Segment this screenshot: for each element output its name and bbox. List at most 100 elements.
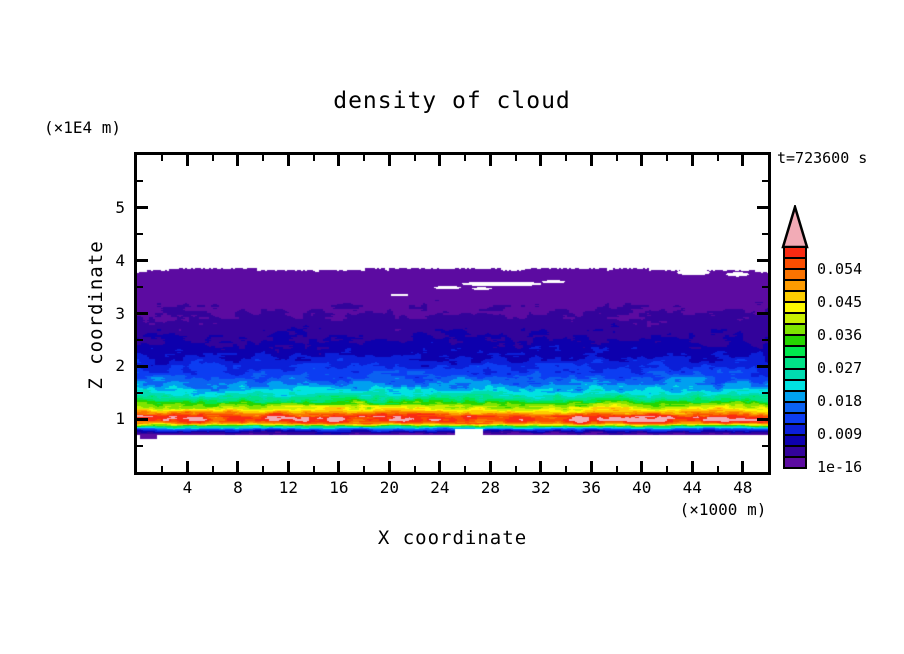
y-tick-label: 3 [115,303,125,323]
y-tick-minor [137,233,143,236]
y-tick-minor [137,338,143,341]
colorbar-cell [785,413,805,425]
colorbar-label: 1e-16 [817,458,863,476]
x-tick-label: 12 [278,478,299,497]
x-tick-label: 36 [581,478,601,497]
x-tick-label: 40 [632,478,652,497]
colorbar-cell [785,446,805,458]
y-tick-major [757,206,768,210]
x-tick-label: 28 [480,478,500,497]
x-tick-label: 4 [182,478,193,497]
x-tick-label: 16 [329,478,349,497]
y-tick-minor [137,286,143,289]
y-tick-minor [137,444,143,447]
x-tick-minor [514,466,517,472]
y-tick-label: 1 [115,409,125,429]
x-tick-major [387,461,391,472]
colorbar-cell [785,281,805,293]
colorbar-label: 0.045 [817,293,863,311]
x-tick-major [337,155,341,166]
colorbar-cell [785,457,805,467]
density-field-canvas [137,155,768,472]
plot-frame [134,152,771,475]
time-annotation: t=723600 s [777,149,868,167]
y-tick-major [757,364,768,368]
x-tick-minor [716,155,719,161]
x-tick-minor [413,466,416,472]
colorbar-label: 0.027 [817,359,863,377]
colorbar-cell [785,303,805,315]
colorbar-cell [785,358,805,370]
colorbar-cell [785,248,805,260]
colorbar-cell [785,391,805,403]
y-tick-major [137,259,148,263]
x-tick-major [589,155,593,166]
x-tick-major [438,155,442,166]
y-tick-minor [137,180,143,183]
y-tick-major [137,312,148,315]
x-tick-minor [565,155,568,161]
y-tick-minor [762,338,768,341]
colorbar-cell [785,314,805,326]
x-tick-major [438,461,442,472]
y-tick-major [137,417,148,421]
y-axis-unit-label: (×1E4 m) [44,118,122,137]
x-tick-major [640,155,644,166]
x-tick-major [488,155,492,166]
x-tick-major [286,155,290,166]
colorbar-cell [785,380,805,392]
colorbar-cell [785,270,805,282]
colorbar-cell [785,347,805,359]
colorbar-cell [785,325,805,337]
x-tick-minor [615,155,618,161]
x-tick-major [690,155,694,166]
colorbar-label: 0.054 [817,260,863,278]
x-tick-major [236,155,240,166]
colorbar-cell [785,292,805,304]
x-axis-title: X coordinate [377,527,528,549]
y-axis-title: Z coordinate [85,240,107,390]
x-tick-minor [211,466,214,472]
y-tick-label: 2 [115,356,125,376]
x-tick-minor [464,155,467,161]
y-tick-major [757,312,768,315]
colorbar-cell [785,336,805,348]
colorbar-label: 0.036 [817,326,863,344]
y-tick-minor [762,286,768,289]
y-tick-major [757,259,768,263]
x-tick-major [741,155,745,166]
x-tick-minor [312,466,315,472]
x-tick-label: 20 [379,478,400,497]
x-tick-minor [666,155,669,161]
y-tick-minor [762,391,768,394]
x-tick-major [589,461,593,472]
x-tick-label: 44 [682,478,702,497]
x-tick-minor [464,466,467,472]
colorbar-label: 0.009 [817,425,863,443]
x-tick-minor [615,466,618,472]
x-tick-major [488,461,492,472]
y-tick-major [757,417,768,421]
x-tick-minor [666,466,669,472]
x-tick-minor [363,155,366,161]
x-tick-label: 32 [531,478,551,497]
x-tick-major [236,461,240,472]
x-tick-label: 48 [733,478,753,497]
colorbar-label: 0.018 [817,392,863,410]
y-tick-label: 5 [115,197,125,217]
x-tick-major [539,155,543,166]
x-tick-minor [312,155,315,161]
y-tick-minor [762,180,768,183]
colorbar-cell [785,402,805,414]
y-tick-major [137,364,148,368]
x-tick-major [286,461,290,472]
x-tick-minor [262,466,265,472]
y-tick-major [137,206,148,210]
x-tick-label: 24 [430,478,450,497]
x-tick-minor [211,155,214,161]
x-tick-label: 8 [233,478,243,497]
x-tick-minor [716,466,719,472]
x-tick-minor [161,155,164,161]
x-tick-minor [514,155,517,161]
